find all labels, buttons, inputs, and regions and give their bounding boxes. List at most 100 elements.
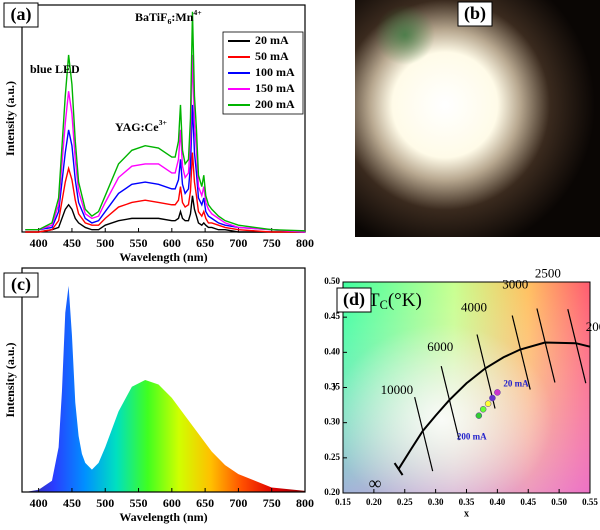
x-tick-label: 450 [63, 496, 81, 510]
y-axis-label: y [333, 380, 338, 391]
isotherm-label: 2000 [586, 319, 600, 334]
isotherm-label: 3000 [502, 277, 528, 292]
annotation-part: :Mn [171, 10, 193, 24]
x-tick-label: 0.15 [335, 497, 351, 507]
plot-frame [21, 267, 306, 493]
spectrum-line [25, 54, 306, 233]
panel-label: (a) [11, 4, 32, 25]
photo-panel: (b) [355, 0, 600, 237]
x-tick-label: 600 [163, 496, 181, 510]
annotation-part: BaTiF [135, 10, 167, 24]
isotherm [567, 309, 587, 384]
x-tick-label: 0.50 [551, 497, 567, 507]
x-tick-label: 700 [229, 236, 247, 250]
isotherm [414, 396, 434, 472]
panel-label-box [3, 2, 39, 28]
x-tick-label: 650 [196, 496, 214, 510]
annotation-part: 6 [167, 17, 171, 26]
plot-frame [21, 4, 306, 233]
isotherm-label: 2500 [535, 265, 561, 280]
annotation-part: (°K) [388, 290, 422, 311]
isotherm-label: 4000 [461, 299, 487, 314]
isotherm [440, 366, 460, 441]
x-tick-label: 0.20 [366, 497, 382, 507]
x-axis-label: Wavelength (nm) [119, 510, 207, 524]
x-tick-label: 0.45 [520, 497, 536, 507]
annotation: BaTiF6:Mn4+ [135, 8, 202, 26]
x-tick-label: 700 [229, 496, 247, 510]
y-axis-label: Intensity (a.u.) [3, 342, 17, 417]
x-tick-label: 600 [163, 236, 181, 250]
legend-label: 20 mA [255, 33, 289, 47]
x-axis-label: x [464, 508, 469, 519]
y-axis-label: Intensity (a.u.) [3, 81, 17, 156]
legend-label: 50 mA [255, 49, 289, 63]
x-tick-label: 800 [296, 236, 314, 250]
annotation-part: blue LED [30, 62, 80, 76]
panel-label-box [457, 1, 493, 27]
spectrum-line [25, 104, 306, 233]
y-tick-label: 0.20 [324, 487, 340, 497]
annotation-part: 4+ [193, 8, 202, 17]
legend-label: 150 mA [255, 81, 295, 95]
spectrum-line [25, 195, 305, 233]
x-tick-label: 500 [96, 496, 114, 510]
point-label: 200 mA [457, 432, 487, 442]
annotation: blue LED [30, 62, 80, 76]
chromaticity-point [475, 412, 483, 419]
x-tick-label: 550 [130, 236, 148, 250]
x-tick-label: 400 [30, 236, 48, 250]
annotation: YAG:Ce3+ [115, 118, 167, 134]
x-tick-label: 450 [63, 236, 81, 250]
y-tick-label: 0.35 [324, 382, 340, 392]
point-label: 20 mA [503, 378, 529, 388]
x-tick-label: 0.25 [397, 497, 413, 507]
x-tick-label: 550 [130, 496, 148, 510]
chromaticity-point [484, 400, 492, 407]
panel-label-box [336, 287, 372, 313]
spectrum-line [25, 152, 305, 233]
annotation-part: YAG:Ce [115, 120, 159, 134]
panel-label-box [3, 272, 39, 298]
y-tick-label: 0.25 [324, 452, 340, 462]
y-tick-label: 0.45 [324, 311, 340, 321]
y-tick-label: 0.30 [324, 417, 340, 427]
panel-label: (c) [11, 274, 31, 295]
x-tick-label: 0.35 [459, 497, 475, 507]
cie-background [343, 282, 590, 493]
x-tick-label: 0.30 [428, 497, 444, 507]
chromaticity-point [494, 389, 501, 396]
legend-label: 100 mA [255, 65, 295, 79]
annotation-part: C [380, 298, 388, 312]
spectrum-line [25, 11, 306, 232]
x-tick-label: 750 [263, 236, 281, 250]
isotherm-label: ∞ [369, 473, 382, 493]
photo-tint [355, 0, 600, 237]
y-tick-label: 0.50 [324, 276, 340, 286]
isotherm-label: 6000 [427, 339, 453, 354]
x-tick-label: 800 [296, 496, 314, 510]
isotherm-label: 10000 [381, 382, 414, 397]
chromaticity-point [489, 394, 496, 402]
planckian-locus [397, 341, 591, 470]
annotation-part: 3+ [159, 118, 168, 127]
chromaticity-point [479, 406, 487, 413]
x-axis-label: Wavelength (nm) [119, 250, 207, 264]
x-tick-label: 650 [196, 236, 214, 250]
spectrum-area [25, 285, 306, 492]
x-tick-label: 0.55 [582, 497, 598, 507]
x-tick-label: 750 [263, 496, 281, 510]
panel-label: (d) [343, 289, 365, 310]
isotherm [536, 308, 556, 383]
legend-label: 200 mA [255, 97, 295, 111]
x-tick-label: 500 [96, 236, 114, 250]
panel-label: (b) [464, 3, 486, 24]
y-tick-label: 0.40 [324, 346, 340, 356]
isotherm [393, 462, 404, 476]
x-tick-label: 0.40 [490, 497, 506, 507]
annotation: TC(°K) [368, 290, 422, 311]
isotherm [511, 315, 531, 390]
x-tick-label: 400 [30, 496, 48, 510]
